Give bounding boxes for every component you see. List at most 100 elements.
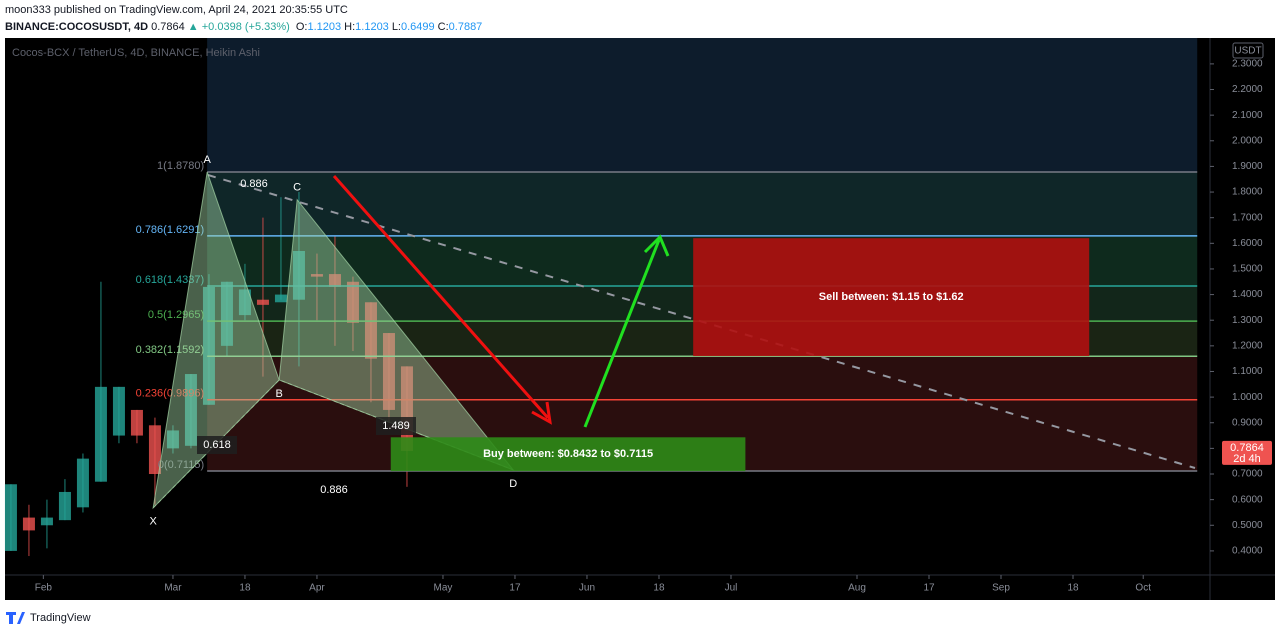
y-tick-label: 2.3000 <box>1232 59 1263 70</box>
ohlc: O:1.1203 H:1.1203 L:0.6499 C:0.7887 <box>296 21 482 33</box>
y-tick-label: 2.0000 <box>1232 135 1263 146</box>
candle-body <box>256 299 269 305</box>
x-tick-label: Jul <box>725 583 738 594</box>
y-tick-label: 0.6000 <box>1232 494 1263 505</box>
candle-body <box>202 286 215 405</box>
candle-body <box>148 425 161 475</box>
candle-body <box>130 409 143 436</box>
y-tick-label: 2.2000 <box>1232 84 1263 95</box>
x-tick-label: 18 <box>239 583 251 594</box>
y-tick-label: 1.0000 <box>1232 392 1263 403</box>
zone-label: Buy between: $0.8432 to $0.7115 <box>483 448 653 460</box>
ohlc-key: O: <box>296 21 308 33</box>
change: ▲ +0.0398 (+5.33%) <box>188 21 290 33</box>
candle-body <box>274 294 287 303</box>
currency: USDT <box>1234 46 1261 57</box>
candle-body <box>346 281 359 323</box>
x-tick-label: May <box>434 583 453 594</box>
y-tick-label: 1.4000 <box>1232 289 1263 300</box>
ratio-label: 0.886 <box>240 178 268 190</box>
byline: moon333 published on TradingView.com, Ap… <box>5 4 348 16</box>
y-tick-label: 0.5000 <box>1232 520 1263 531</box>
logo: TradingView <box>6 612 91 624</box>
candle-body <box>238 289 251 316</box>
price-zone <box>390 437 746 472</box>
ratio-box <box>197 436 237 454</box>
green-arrow <box>583 234 670 428</box>
x-tick-label: Sep <box>992 583 1010 594</box>
x-tick-label: 17 <box>509 583 521 594</box>
ohlc-key: C: <box>438 21 449 33</box>
pattern-point-label: B <box>275 388 282 400</box>
candle-body <box>184 374 197 446</box>
y-tick-label: 0.7000 <box>1232 469 1263 480</box>
candle-body <box>94 386 107 482</box>
arrow-shaft <box>332 175 550 419</box>
ratio-label: 0.886 <box>320 484 348 496</box>
y-tick-label: 1.8000 <box>1232 187 1263 198</box>
fib-label: 0.5(1.2965) <box>148 309 204 321</box>
fib-label: 0.382(1.1592) <box>136 344 205 356</box>
x-tick-label: Oct <box>1135 583 1151 594</box>
price-tag-countdown: 2d 4h <box>1233 453 1261 465</box>
price-zone <box>693 238 1090 357</box>
symbol: BINANCE:COCOSUSDT, 4D <box>5 21 148 33</box>
x-tick-label: 18 <box>1067 583 1079 594</box>
y-tick-label: 1.1000 <box>1232 366 1263 377</box>
arrow-head <box>531 401 552 425</box>
fib-label: 1(1.8780) <box>157 160 204 172</box>
y-tick-label: 2.1000 <box>1232 110 1263 121</box>
candle-body <box>364 302 377 359</box>
candle-body <box>58 491 71 521</box>
ohlc-key: L: <box>392 21 401 33</box>
candle-body <box>220 281 233 346</box>
x-tick-label: Aug <box>848 583 866 594</box>
ratio-label: 0.618 <box>203 439 231 451</box>
top-layer: 2.3000 2.2000 2.1000 2.0000 1.9000 1.8000 1.70… <box>35 59 1272 594</box>
price-tag <box>1222 440 1272 465</box>
ohlc-value: 0.6499 <box>401 21 435 33</box>
ratio-box <box>376 417 416 435</box>
x-tick-label: Feb <box>35 583 53 594</box>
candle-body <box>112 386 125 436</box>
candle-body <box>292 251 305 300</box>
pattern-point-label: D <box>509 478 517 490</box>
ratio-label: 1.489 <box>382 420 410 432</box>
candle-body <box>4 484 17 551</box>
candle-body <box>310 274 323 277</box>
y-tick-label: 1.9000 <box>1232 161 1263 172</box>
candle-body <box>76 458 89 508</box>
fib-label: 0.786(1.6291) <box>136 224 205 236</box>
fib-label: 0.618(1.4337) <box>136 274 205 286</box>
y-tick-label: 1.6000 <box>1232 238 1263 249</box>
x-tick-label: Mar <box>164 583 182 594</box>
upper-zone <box>207 38 1198 173</box>
y-tick-label: 1.5000 <box>1232 264 1263 275</box>
candle-body <box>328 274 341 287</box>
legend: Cocos-BCX / TetherUS, 4D, BINANCE, Heiki… <box>12 47 260 59</box>
pattern-point-label: A <box>203 154 211 166</box>
candle-body <box>382 333 395 410</box>
y-tick-label: 1.2000 <box>1232 340 1263 351</box>
y-tick-label: 0.4000 <box>1232 546 1263 557</box>
fib-zone <box>207 356 1198 400</box>
ohlc-value: 1.1203 <box>308 21 342 33</box>
candle-body <box>22 517 35 531</box>
price: 0.7864 <box>151 21 185 33</box>
x-tick-label: 17 <box>923 583 935 594</box>
y-tick-label: 1.3000 <box>1232 315 1263 326</box>
fib-label: 0.236(0.9896) <box>136 388 205 400</box>
ohlc-value: 0.7887 <box>449 21 483 33</box>
candle-body <box>40 517 53 526</box>
x-tick-label: Jun <box>579 583 595 594</box>
x-tick-label: 18 <box>653 583 665 594</box>
zone-label: Sell between: $1.15 to $1.62 <box>819 291 964 303</box>
logo-icon <box>6 612 25 624</box>
ohlc-key: H: <box>344 21 355 33</box>
red-arrow <box>332 175 552 425</box>
currency-box <box>1232 42 1264 59</box>
y-tick-label: 1.7000 <box>1232 212 1263 223</box>
quote-line: BINANCE:COCOSUSDT, 4D 0.7864 ▲ +0.0398 (… <box>5 21 482 33</box>
pattern-point-label: C <box>293 182 301 194</box>
